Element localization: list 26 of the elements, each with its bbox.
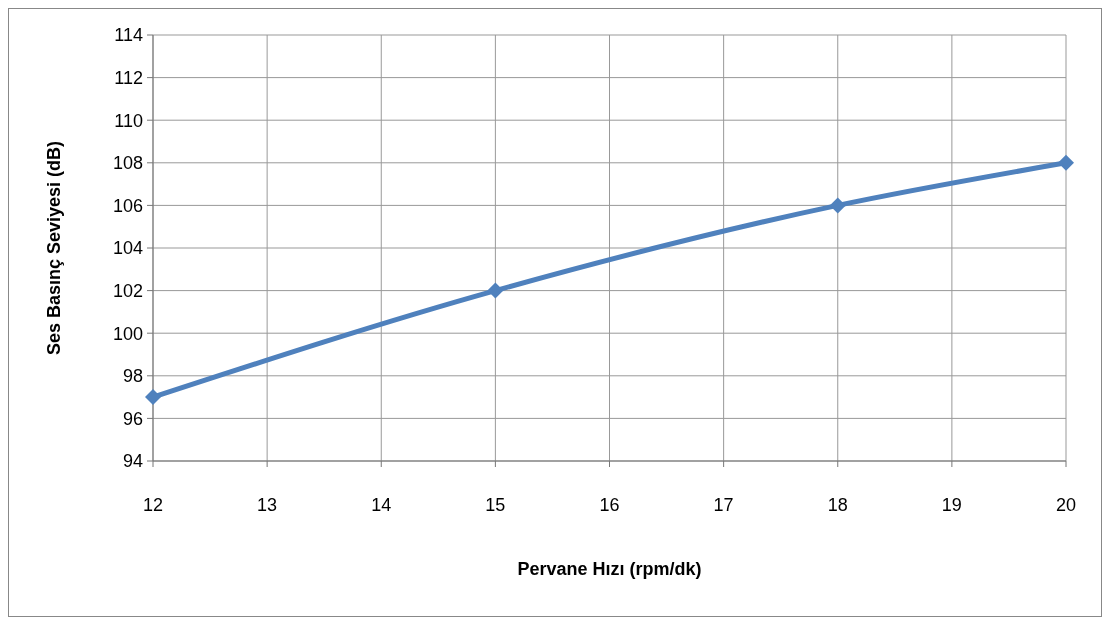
x-tick-label: 17 bbox=[713, 495, 734, 515]
y-tick-label: 106 bbox=[112, 195, 143, 216]
y-tick-label: 114 bbox=[114, 25, 143, 46]
y-tick-label: 96 bbox=[122, 408, 143, 429]
y-tick-label: 100 bbox=[112, 323, 143, 344]
x-tick-label: 20 bbox=[1055, 495, 1077, 515]
x-tick-label: 15 bbox=[485, 495, 506, 515]
y-tick-label: 108 bbox=[112, 153, 143, 174]
y-tick-label: 110 bbox=[114, 110, 143, 131]
x-axis-title: Pervane Hızı (rpm/dk) bbox=[517, 559, 702, 579]
y-tick-label: 102 bbox=[112, 280, 143, 301]
x-tick-label: 19 bbox=[941, 495, 962, 515]
point bbox=[1058, 154, 1074, 171]
x-tick-label: 16 bbox=[599, 495, 620, 515]
y-tick-label: 112 bbox=[114, 67, 143, 88]
x-tick-label: 14 bbox=[371, 495, 392, 515]
x-tick-label: 12 bbox=[142, 495, 164, 515]
y-axis-title: Ses Basınç Seviyesi (dB) bbox=[44, 140, 64, 356]
y-tick-label: 98 bbox=[122, 366, 143, 387]
point bbox=[829, 197, 846, 214]
point bbox=[145, 389, 161, 406]
x-tick-label: 18 bbox=[827, 495, 848, 515]
y-tick-label: 94 bbox=[122, 451, 143, 472]
y-tick-label: 104 bbox=[112, 238, 143, 259]
point bbox=[487, 282, 504, 299]
x-tick-label: 13 bbox=[257, 495, 278, 515]
